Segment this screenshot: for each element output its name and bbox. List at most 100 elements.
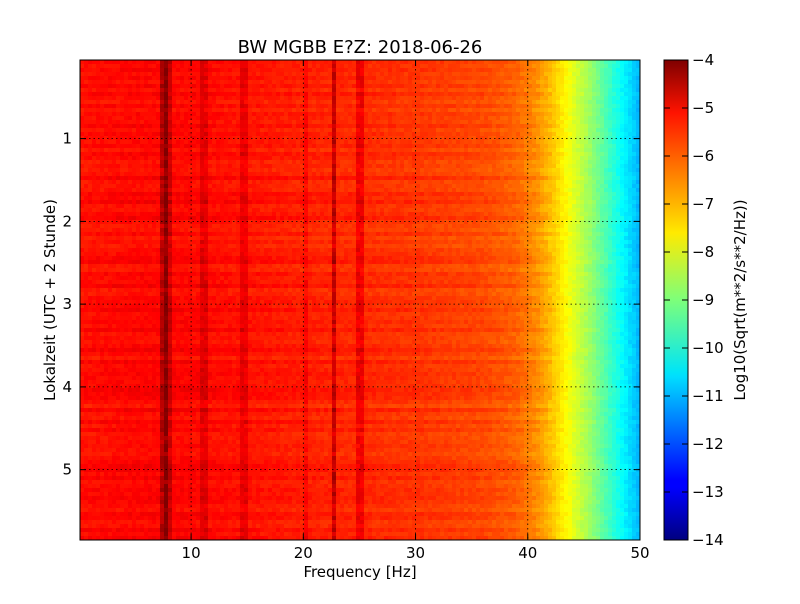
heatmap-cell bbox=[152, 124, 157, 129]
heatmap-cell bbox=[184, 156, 189, 161]
heatmap-cell bbox=[620, 172, 625, 177]
heatmap-cell bbox=[244, 100, 249, 105]
heatmap-cell bbox=[344, 152, 349, 157]
heatmap-cell bbox=[428, 108, 433, 113]
heatmap-cell bbox=[424, 64, 429, 69]
heatmap-cell bbox=[116, 200, 121, 205]
heatmap-cell bbox=[520, 176, 525, 181]
heatmap-cell bbox=[528, 80, 533, 85]
heatmap-cell bbox=[160, 100, 165, 105]
heatmap-cell bbox=[300, 64, 305, 69]
heatmap-cell bbox=[184, 176, 189, 181]
heatmap-cell bbox=[380, 188, 385, 193]
heatmap-cell bbox=[460, 164, 465, 169]
heatmap-cell bbox=[340, 60, 345, 65]
heatmap-cell bbox=[448, 72, 453, 77]
heatmap-cell bbox=[200, 72, 205, 77]
heatmap-cell bbox=[564, 196, 569, 201]
heatmap-cell bbox=[148, 140, 153, 145]
heatmap-cell bbox=[528, 116, 533, 121]
heatmap-cell bbox=[472, 92, 477, 97]
heatmap-cell bbox=[160, 60, 165, 65]
heatmap-cell bbox=[596, 148, 601, 153]
heatmap-cell bbox=[384, 104, 389, 109]
heatmap-cell bbox=[232, 116, 237, 121]
heatmap-cell bbox=[260, 120, 265, 125]
heatmap-cell bbox=[560, 188, 565, 193]
heatmap-cell bbox=[272, 176, 277, 181]
heatmap-cell bbox=[492, 124, 497, 129]
heatmap-cell bbox=[624, 100, 629, 105]
heatmap-cell bbox=[460, 92, 465, 97]
heatmap-cell bbox=[444, 128, 449, 133]
heatmap-cell bbox=[108, 132, 113, 137]
heatmap-cell bbox=[480, 68, 485, 73]
heatmap-cell bbox=[620, 120, 625, 125]
heatmap-cell bbox=[412, 124, 417, 129]
heatmap-cell bbox=[216, 196, 221, 201]
heatmap-cell bbox=[256, 136, 261, 141]
heatmap-cell bbox=[424, 132, 429, 137]
heatmap-cell bbox=[508, 140, 513, 145]
heatmap-cell bbox=[200, 100, 205, 105]
heatmap-cell bbox=[100, 72, 105, 77]
heatmap-cell bbox=[128, 112, 133, 117]
heatmap-cell bbox=[136, 100, 141, 105]
heatmap-cell bbox=[288, 128, 293, 133]
heatmap-cell bbox=[368, 100, 373, 105]
heatmap-cell bbox=[228, 124, 233, 129]
heatmap-cell bbox=[136, 136, 141, 141]
heatmap-cell bbox=[536, 172, 541, 177]
heatmap-cell bbox=[488, 144, 493, 149]
heatmap-cell bbox=[248, 160, 253, 165]
heatmap-cell bbox=[564, 156, 569, 161]
heatmap-cell bbox=[432, 64, 437, 69]
heatmap-cell bbox=[472, 60, 477, 65]
heatmap-cell bbox=[176, 168, 181, 173]
heatmap-cell bbox=[396, 152, 401, 157]
heatmap-cell bbox=[344, 132, 349, 137]
heatmap-cell bbox=[460, 120, 465, 125]
heatmap-cell bbox=[164, 72, 169, 77]
heatmap-cell bbox=[352, 160, 357, 165]
heatmap-cell bbox=[616, 176, 621, 181]
heatmap-cell bbox=[220, 84, 225, 89]
heatmap-cell bbox=[184, 172, 189, 177]
heatmap-cell bbox=[232, 92, 237, 97]
heatmap-cell bbox=[184, 132, 189, 137]
heatmap-cell bbox=[276, 180, 281, 185]
heatmap-cell bbox=[288, 116, 293, 121]
heatmap-cell bbox=[160, 140, 165, 145]
heatmap-cell bbox=[152, 168, 157, 173]
heatmap-cell bbox=[536, 168, 541, 173]
heatmap-cell bbox=[268, 120, 273, 125]
heatmap-cell bbox=[608, 92, 613, 97]
heatmap-cell bbox=[492, 160, 497, 165]
heatmap-cell bbox=[204, 132, 209, 137]
heatmap-cell bbox=[512, 192, 517, 197]
heatmap-cell bbox=[192, 152, 197, 157]
heatmap-cell bbox=[156, 132, 161, 137]
heatmap-cell bbox=[184, 64, 189, 69]
heatmap-cell bbox=[492, 140, 497, 145]
heatmap-cell bbox=[228, 144, 233, 149]
heatmap-cell bbox=[452, 200, 457, 205]
heatmap-cell bbox=[428, 116, 433, 121]
heatmap-cell bbox=[600, 60, 605, 65]
heatmap-cell bbox=[224, 160, 229, 165]
heatmap-cell bbox=[492, 168, 497, 173]
heatmap-cell bbox=[628, 108, 633, 113]
heatmap-cell bbox=[380, 124, 385, 129]
heatmap-cell bbox=[436, 116, 441, 121]
heatmap-cell bbox=[200, 128, 205, 133]
heatmap-cell bbox=[500, 64, 505, 69]
heatmap-cell bbox=[436, 104, 441, 109]
heatmap-cell bbox=[448, 132, 453, 137]
heatmap-cell bbox=[576, 148, 581, 153]
heatmap-cell bbox=[344, 68, 349, 73]
heatmap-cell bbox=[536, 180, 541, 185]
heatmap-cell bbox=[304, 164, 309, 169]
heatmap-cell bbox=[568, 168, 573, 173]
heatmap-cell bbox=[88, 64, 93, 69]
heatmap-cell bbox=[596, 156, 601, 161]
